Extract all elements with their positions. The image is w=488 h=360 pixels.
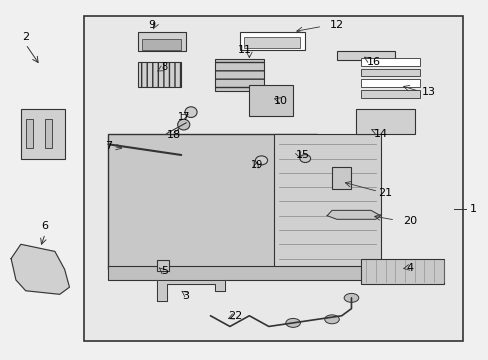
Text: 8: 8	[161, 63, 167, 72]
Bar	[361, 58, 419, 66]
Text: 12: 12	[329, 19, 343, 30]
Bar	[331, 167, 351, 189]
Text: 5: 5	[161, 266, 167, 276]
Polygon shape	[157, 280, 224, 301]
Bar	[21, 109, 64, 158]
FancyBboxPatch shape	[84, 16, 462, 341]
Ellipse shape	[285, 319, 300, 327]
Bar	[137, 62, 181, 87]
Bar	[239, 32, 305, 50]
Bar	[215, 59, 264, 91]
Ellipse shape	[184, 107, 197, 117]
Ellipse shape	[177, 119, 189, 130]
Bar	[26, 119, 33, 148]
Text: 4: 4	[406, 262, 412, 273]
Text: 20: 20	[402, 216, 416, 226]
Text: 19: 19	[250, 160, 262, 170]
Text: 9: 9	[148, 19, 155, 30]
Bar	[157, 260, 169, 271]
Text: 1: 1	[468, 203, 475, 213]
Polygon shape	[326, 210, 380, 219]
Text: 2: 2	[22, 32, 29, 42]
Polygon shape	[11, 244, 69, 294]
Bar	[137, 32, 186, 51]
Text: 21: 21	[378, 188, 392, 198]
Text: 6: 6	[41, 221, 48, 231]
Bar	[244, 37, 300, 48]
Text: 17: 17	[177, 112, 189, 122]
Bar	[108, 134, 317, 269]
Text: 14: 14	[373, 129, 387, 139]
Bar	[361, 68, 419, 76]
Bar	[361, 90, 419, 98]
Bar	[108, 266, 375, 280]
Text: 13: 13	[422, 87, 435, 98]
Ellipse shape	[255, 156, 267, 165]
Text: 7: 7	[104, 141, 112, 151]
Bar	[336, 51, 394, 60]
Bar	[356, 109, 414, 134]
Text: 16: 16	[366, 57, 380, 67]
Ellipse shape	[324, 315, 339, 324]
Text: 18: 18	[166, 130, 181, 140]
Text: 15: 15	[295, 150, 309, 160]
Bar	[273, 134, 380, 269]
Ellipse shape	[344, 293, 358, 302]
Text: 11: 11	[237, 45, 251, 55]
Text: 22: 22	[227, 311, 242, 321]
Bar	[45, 119, 52, 148]
Bar	[361, 79, 419, 87]
Bar	[142, 39, 181, 50]
Bar	[249, 85, 292, 116]
Bar	[361, 258, 443, 284]
Text: 3: 3	[183, 291, 189, 301]
Ellipse shape	[299, 155, 310, 162]
Text: 10: 10	[273, 96, 287, 107]
